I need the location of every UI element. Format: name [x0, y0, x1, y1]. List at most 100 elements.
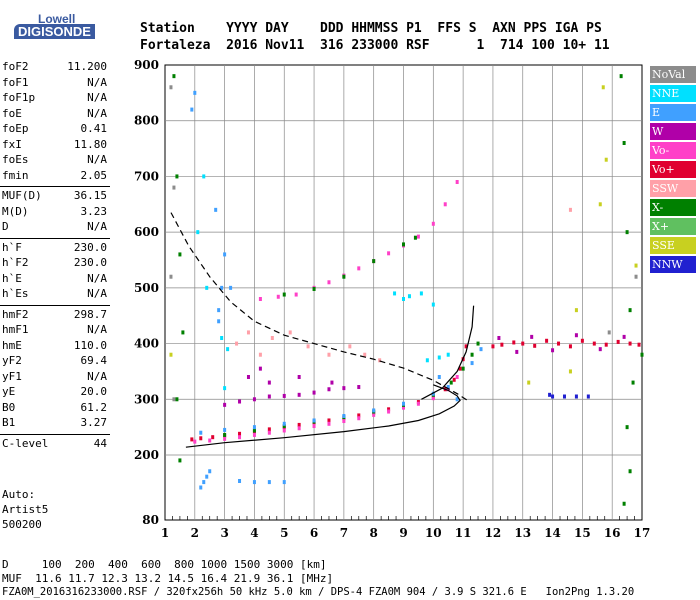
echo-point: [267, 430, 271, 435]
echo-point: [625, 425, 629, 430]
echo-point: [223, 432, 227, 437]
echo-point: [169, 352, 173, 357]
echo-point: [306, 344, 310, 349]
echo-point: [470, 352, 474, 357]
x-tick-label: 12: [485, 526, 502, 540]
echo-point: [199, 436, 203, 441]
x-tick-label: 1: [161, 526, 169, 540]
echo-point: [402, 297, 405, 301]
y-tick-label: 80: [142, 513, 159, 527]
echo-point: [592, 341, 596, 346]
param-name: fxI: [2, 137, 22, 151]
echo-point: [372, 412, 376, 417]
param-name: yE: [2, 385, 16, 398]
param-name: hmF2: [2, 307, 29, 321]
echo-point: [568, 207, 572, 212]
echo-point: [357, 416, 361, 421]
echo-point: [169, 274, 173, 279]
footer-muf-row: MUF 11.6 11.7 12.3 13.2 14.5 16.4 21.9 3…: [2, 572, 334, 585]
echo-point: [252, 480, 256, 485]
echo-point: [628, 469, 632, 474]
echo-point: [297, 375, 301, 379]
echo-point: [217, 308, 221, 313]
ionogram-chart: 1 2 3 4 5 6 7 8 9 10 11 12 13 14 15 16 17802003004005006…: [134, 58, 650, 540]
y-tick-label: 800: [134, 114, 159, 128]
x-tick-label: 4: [250, 526, 258, 540]
y-tick-label: 400: [134, 337, 159, 351]
echo-point: [226, 347, 230, 352]
echo-point: [631, 380, 635, 385]
echo-point: [267, 380, 271, 385]
echo-point: [461, 366, 465, 371]
echo-point: [521, 341, 525, 346]
echo-point: [297, 392, 301, 397]
echo-point: [342, 274, 346, 279]
echo-point: [402, 242, 405, 247]
y-tick-label: 600: [134, 225, 159, 239]
echo-point: [407, 294, 411, 299]
echo-point: [500, 342, 504, 347]
logo-badge: DIGISONDE: [14, 24, 95, 39]
echo-point: [267, 394, 271, 399]
param-name: h`Es: [2, 287, 29, 300]
echo-point: [220, 336, 224, 340]
echo-point: [178, 458, 182, 463]
echo-point: [431, 221, 435, 226]
echo-point: [598, 347, 602, 352]
echo-point: [258, 352, 262, 357]
echo-point: [491, 344, 495, 349]
echo-point: [527, 380, 531, 385]
echo-point: [372, 408, 376, 413]
param-name: foF2: [2, 60, 29, 73]
echo-point: [607, 330, 611, 335]
echo-point: [357, 266, 361, 271]
x-tick-label: 7: [340, 526, 348, 540]
echo-point: [479, 347, 483, 352]
param-value: N/A: [87, 271, 107, 285]
echo-point: [178, 252, 182, 257]
echo-point: [628, 341, 632, 346]
echo-point: [202, 174, 206, 179]
param-name: yF1: [2, 369, 22, 383]
echo-point: [562, 394, 566, 399]
legend-item: NNE: [650, 85, 696, 102]
echo-point: [223, 252, 227, 257]
echo-point: [628, 308, 632, 313]
echo-point: [235, 341, 239, 346]
param-value: 20.0: [80, 385, 108, 398]
x-tick-label: 2: [191, 526, 199, 540]
echo-point: [252, 432, 256, 437]
echo-point: [446, 352, 450, 357]
echo-point: [223, 402, 227, 407]
footer-distance-row: D 100 200 400 600 800 1000 1500 3000 [km…: [2, 558, 327, 571]
echo-point: [172, 185, 176, 190]
echo-point: [634, 274, 638, 279]
echo-point: [348, 344, 352, 349]
echo-point: [568, 369, 572, 374]
echo-point: [282, 428, 286, 433]
echo-point: [342, 414, 346, 418]
echo-point: [604, 342, 608, 347]
param-value: N/A: [87, 91, 107, 104]
echo-point: [282, 421, 286, 426]
echo-point: [342, 386, 346, 391]
echo-point: [449, 380, 453, 385]
param-value: 11.200: [67, 60, 107, 73]
echo-point: [199, 430, 203, 435]
x-tick-label: 15: [574, 526, 591, 540]
param-name: M(D): [2, 204, 29, 218]
echo-point: [616, 339, 620, 344]
echo-point: [419, 291, 423, 296]
param-name: MUF(D): [2, 189, 42, 202]
param-value: 44: [93, 436, 107, 450]
echo-point: [199, 485, 203, 490]
x-tick-label: 8: [370, 526, 378, 540]
echo-point: [282, 480, 286, 485]
legend-item: X+: [650, 218, 696, 235]
echo-point: [172, 74, 176, 79]
param-value: N/A: [87, 369, 107, 383]
echo-point: [586, 394, 590, 399]
echo-point: [208, 469, 212, 474]
echo-point: [327, 352, 331, 357]
y-tick-label: 200: [134, 448, 159, 462]
